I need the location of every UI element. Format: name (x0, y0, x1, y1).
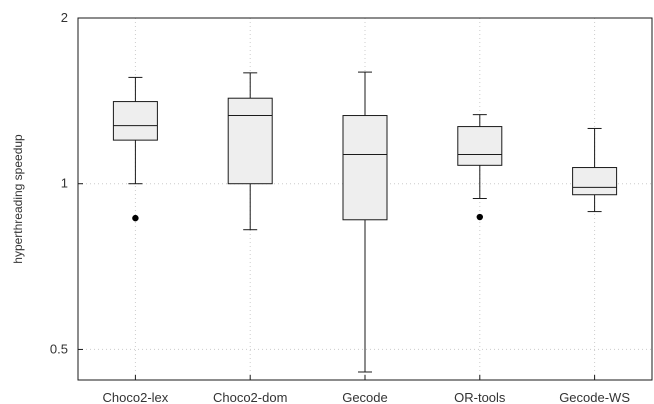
outlier-point (132, 214, 139, 222)
box-choco2-dom (227, 72, 273, 231)
box-or-tools (457, 114, 503, 221)
x-axis-ticks: Choco2-lex Choco2-dom Gecode OR-tools Gecode… (103, 375, 630, 404)
y-axis-ticks: 0.5 1 2 (50, 10, 83, 356)
iqr-box (572, 167, 618, 196)
y-tick-label: 1 (61, 176, 68, 191)
y-tick-label: 2 (61, 10, 68, 25)
x-tick-label: Choco2-dom (213, 390, 287, 404)
box-choco2-lex (112, 76, 158, 222)
x-tick-label: Gecode (342, 390, 388, 404)
x-tick-label: Choco2-lex (103, 390, 169, 404)
iqr-box (342, 115, 388, 221)
x-tick-label: Gecode-WS (559, 390, 630, 404)
x-tick-label: OR-tools (454, 390, 506, 404)
y-tick-label: 0.5 (50, 341, 68, 356)
iqr-box (457, 126, 503, 166)
box-gecode (342, 71, 388, 373)
y-axis-title: hyperthreading speedup (11, 134, 25, 264)
box-gecode-ws (572, 127, 618, 213)
iqr-box (227, 97, 273, 185)
iqr-box (112, 101, 158, 141)
boxes (112, 71, 618, 373)
outlier-point (476, 213, 483, 221)
